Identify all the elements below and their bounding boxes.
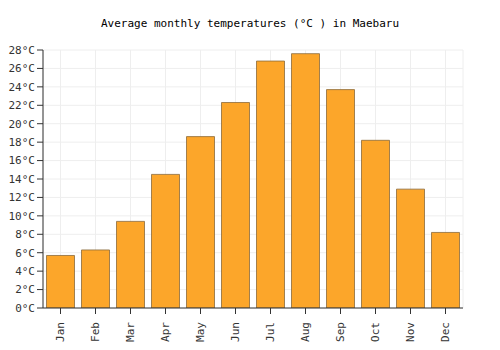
svg-text:18°C: 18°C — [9, 136, 36, 149]
svg-text:Feb: Feb — [89, 322, 102, 342]
svg-text:May: May — [194, 322, 207, 342]
svg-text:16°C: 16°C — [9, 154, 36, 167]
svg-text:Dec: Dec — [439, 322, 452, 342]
svg-text:28°C: 28°C — [9, 44, 36, 57]
svg-text:26°C: 26°C — [9, 62, 36, 75]
svg-text:Oct: Oct — [369, 322, 382, 342]
svg-text:0°C: 0°C — [15, 302, 35, 315]
svg-text:24°C: 24°C — [9, 81, 36, 94]
svg-text:Jun: Jun — [229, 322, 242, 342]
svg-text:22°C: 22°C — [9, 99, 36, 112]
svg-text:4°C: 4°C — [15, 265, 35, 278]
svg-text:Nov: Nov — [404, 322, 417, 342]
html-text:Average monthly temperatures (: Average monthly temperatures (°C ) in Ma… — [101, 17, 399, 30]
svg-text:Jul: Jul — [264, 322, 277, 342]
svg-text:Aug: Aug — [299, 322, 312, 342]
svg-text:Jan: Jan — [54, 322, 67, 342]
svg-text:Mar: Mar — [124, 322, 137, 342]
svg-text:20°C: 20°C — [9, 118, 36, 131]
svg-text:10°C: 10°C — [9, 210, 36, 223]
svg-text:Apr: Apr — [159, 322, 172, 342]
svg-text:14°C: 14°C — [9, 173, 36, 186]
svg-text:8°C: 8°C — [15, 228, 35, 241]
svg-text:2°C: 2°C — [15, 283, 35, 296]
svg-text:Sep: Sep — [334, 322, 347, 342]
svg-text:6°C: 6°C — [15, 247, 35, 260]
svg-text:12°C: 12°C — [9, 191, 36, 204]
